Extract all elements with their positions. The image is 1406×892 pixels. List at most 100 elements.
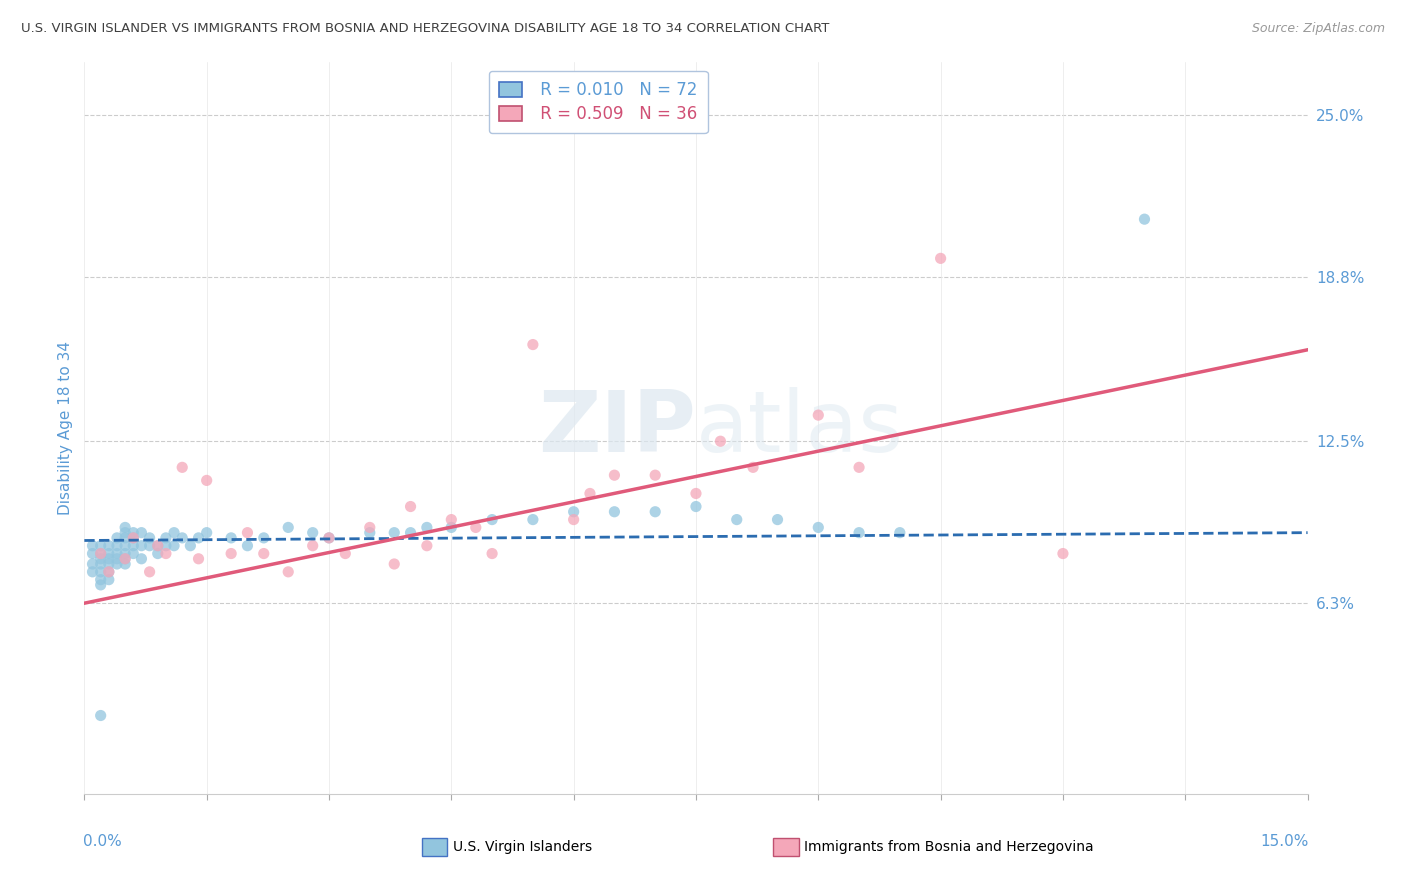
Point xyxy=(131,539,153,553)
Point xyxy=(90,578,112,592)
Point xyxy=(122,539,145,553)
Point xyxy=(301,539,323,553)
Point xyxy=(236,525,259,540)
Point xyxy=(725,512,748,526)
Point xyxy=(709,434,731,449)
Point xyxy=(114,525,136,540)
Point xyxy=(155,547,177,561)
Point xyxy=(122,525,145,540)
Legend:  R = 0.010   N = 72,  R = 0.509   N = 36: R = 0.010 N = 72, R = 0.509 N = 36 xyxy=(489,70,707,134)
Point xyxy=(131,551,153,566)
Point xyxy=(122,531,145,545)
Point xyxy=(807,520,830,534)
Text: atlas: atlas xyxy=(696,386,904,470)
Point xyxy=(301,525,323,540)
Point xyxy=(685,500,707,514)
Point xyxy=(766,512,789,526)
Point xyxy=(97,573,120,587)
Point xyxy=(440,520,463,534)
Text: Source: ZipAtlas.com: Source: ZipAtlas.com xyxy=(1251,22,1385,36)
Point xyxy=(277,565,299,579)
Text: 0.0%: 0.0% xyxy=(83,834,122,849)
Point xyxy=(179,539,201,553)
Point xyxy=(97,565,120,579)
Text: U.S. Virgin Islanders: U.S. Virgin Islanders xyxy=(453,840,592,855)
Point xyxy=(131,525,153,540)
Point xyxy=(114,547,136,561)
Point xyxy=(848,525,870,540)
Point xyxy=(105,539,128,553)
Point xyxy=(382,557,405,571)
Point xyxy=(105,551,128,566)
Point xyxy=(644,505,666,519)
Point xyxy=(105,557,128,571)
Point xyxy=(848,460,870,475)
Point xyxy=(522,337,544,351)
Point xyxy=(90,547,112,561)
Text: Immigrants from Bosnia and Herzegovina: Immigrants from Bosnia and Herzegovina xyxy=(804,840,1094,855)
Point xyxy=(97,551,120,566)
Point xyxy=(114,520,136,534)
Point xyxy=(97,539,120,553)
Point xyxy=(522,512,544,526)
Point xyxy=(114,551,136,566)
Point xyxy=(318,531,340,545)
Point xyxy=(685,486,707,500)
Point xyxy=(146,539,169,553)
Point xyxy=(277,520,299,534)
Point xyxy=(195,525,218,540)
Point xyxy=(155,531,177,545)
Point xyxy=(481,512,503,526)
Point xyxy=(90,557,112,571)
Point xyxy=(399,525,422,540)
Text: U.S. VIRGIN ISLANDER VS IMMIGRANTS FROM BOSNIA AND HERZEGOVINA DISABILITY AGE 18: U.S. VIRGIN ISLANDER VS IMMIGRANTS FROM … xyxy=(21,22,830,36)
Point xyxy=(90,573,112,587)
Point xyxy=(114,551,136,566)
Point xyxy=(253,531,276,545)
Point xyxy=(399,500,422,514)
Point xyxy=(253,547,276,561)
Point xyxy=(359,525,381,540)
Point xyxy=(163,539,186,553)
Point xyxy=(114,557,136,571)
Point xyxy=(82,539,104,553)
Point xyxy=(105,547,128,561)
Point xyxy=(90,551,112,566)
Point xyxy=(155,539,177,553)
Point xyxy=(163,525,186,540)
Point xyxy=(603,468,626,483)
Point xyxy=(195,474,218,488)
Point xyxy=(481,547,503,561)
Y-axis label: Disability Age 18 to 34: Disability Age 18 to 34 xyxy=(58,341,73,516)
Point xyxy=(90,539,112,553)
Point xyxy=(579,486,602,500)
Point xyxy=(335,547,357,561)
Point xyxy=(122,547,145,561)
Point xyxy=(236,539,259,553)
Point xyxy=(82,557,104,571)
Point xyxy=(603,505,626,519)
Point xyxy=(138,539,160,553)
Point xyxy=(97,565,120,579)
Text: ZIP: ZIP xyxy=(538,386,696,470)
Point xyxy=(219,531,242,545)
Point xyxy=(105,531,128,545)
Point xyxy=(318,531,340,545)
Point xyxy=(416,539,439,553)
Point xyxy=(172,531,194,545)
Point xyxy=(1133,212,1156,227)
Point xyxy=(122,531,145,545)
Point xyxy=(562,505,585,519)
Point xyxy=(219,547,242,561)
Point xyxy=(440,512,463,526)
Point xyxy=(416,520,439,534)
Point xyxy=(742,460,765,475)
Point xyxy=(889,525,911,540)
Point xyxy=(382,525,405,540)
Point xyxy=(562,512,585,526)
Point xyxy=(90,547,112,561)
Point xyxy=(82,547,104,561)
Point xyxy=(1052,547,1074,561)
Point xyxy=(97,557,120,571)
Point xyxy=(138,531,160,545)
